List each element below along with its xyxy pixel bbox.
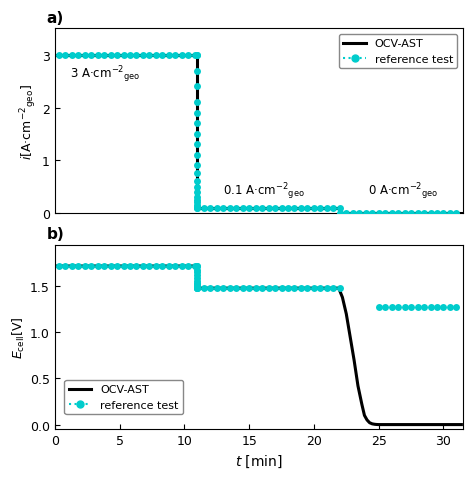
Text: 3 A·cm$^{-2}$$_\mathrm{geo}$: 3 A·cm$^{-2}$$_\mathrm{geo}$ — [71, 64, 141, 84]
Legend: OCV-AST, reference test: OCV-AST, reference test — [339, 35, 457, 69]
Legend: OCV-AST, reference test: OCV-AST, reference test — [64, 380, 183, 415]
Text: 0.1 A·cm$^{-2}$$_\mathrm{geo}$: 0.1 A·cm$^{-2}$$_\mathrm{geo}$ — [223, 181, 305, 202]
X-axis label: $t$ [min]: $t$ [min] — [235, 453, 283, 469]
Y-axis label: $E_\mathrm{cell}$[V]: $E_\mathrm{cell}$[V] — [11, 316, 27, 359]
Text: 0 A·cm$^{-2}$$_\mathrm{geo}$: 0 A·cm$^{-2}$$_\mathrm{geo}$ — [368, 181, 439, 202]
Y-axis label: $i$[A·cm$^{-2}$$_\mathrm{geo}$]: $i$[A·cm$^{-2}$$_\mathrm{geo}$] — [18, 84, 39, 159]
Text: a): a) — [47, 11, 64, 26]
Text: b): b) — [47, 227, 64, 241]
